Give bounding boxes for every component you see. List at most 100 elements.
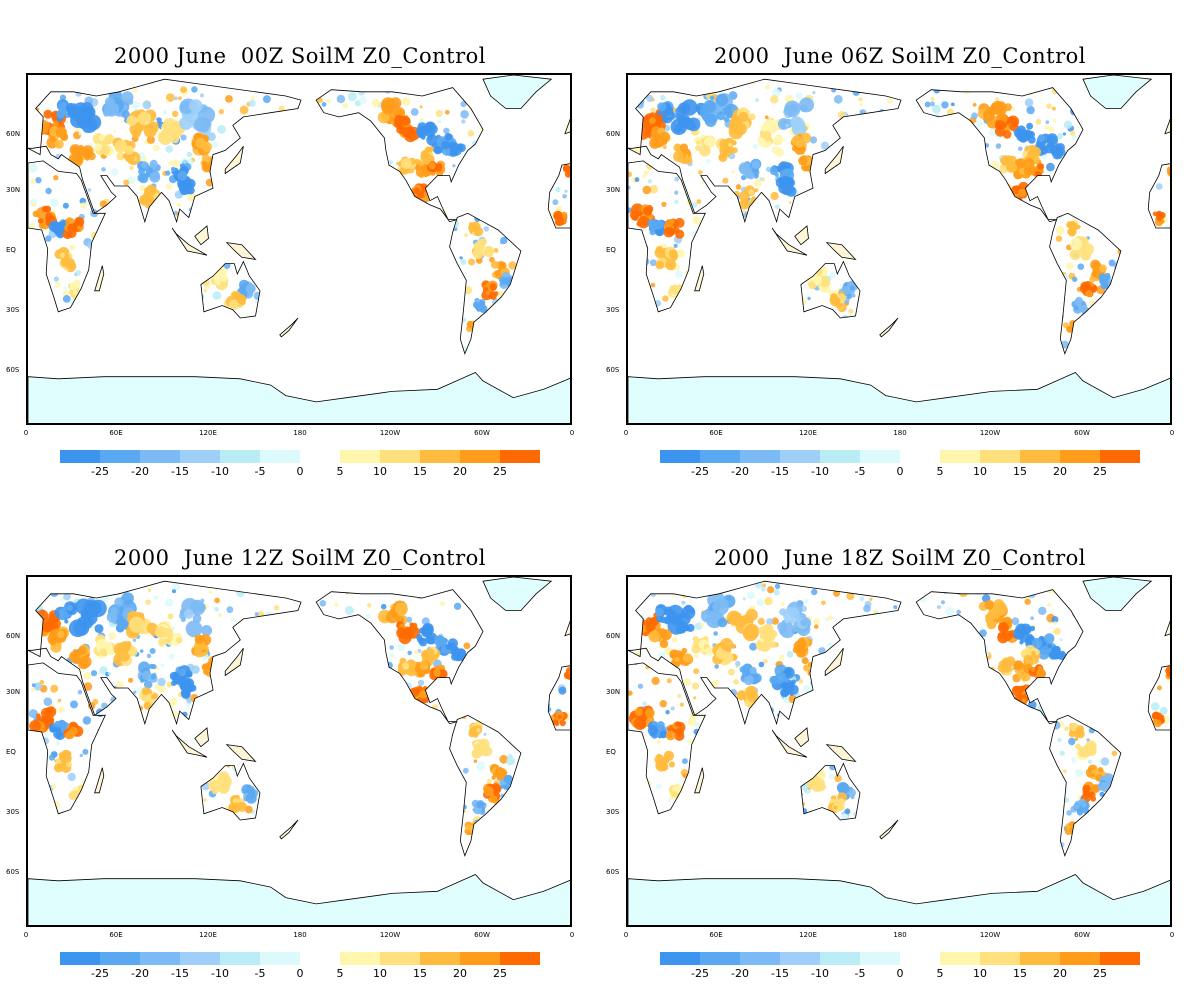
- latitude-label: 30S: [6, 808, 19, 816]
- island-coastline: [280, 820, 298, 839]
- colorbar-swatch-positive: [500, 952, 540, 965]
- island-coastline: [1165, 117, 1172, 134]
- colorbar-swatch-positive: [1020, 450, 1060, 463]
- colorbar-swatch-negative: [660, 952, 700, 965]
- colorbar-label-positive: 20: [453, 967, 467, 980]
- longitude-label: 120W: [980, 429, 1000, 437]
- island-coastline: [827, 243, 856, 260]
- colorbar-label-negative: -5: [855, 465, 866, 478]
- longitude-label: 60E: [709, 931, 722, 939]
- colorbar-label-negative: -25: [691, 967, 709, 980]
- longitude-label: 0: [624, 429, 628, 437]
- colorbar-label-negative: 0: [897, 465, 904, 478]
- colorbar-swatch-positive: [340, 952, 380, 965]
- colorbar-swatch-positive: [340, 450, 380, 463]
- colorbar-label-negative: -20: [131, 967, 149, 980]
- colorbar-label-positive: 5: [337, 967, 344, 980]
- colorbar-label-negative: -15: [771, 967, 789, 980]
- longitude-label: 120E: [199, 931, 217, 939]
- latitude-label: 30S: [6, 306, 19, 314]
- longitude-label: 60W: [474, 429, 490, 437]
- longitude-label: 120E: [199, 429, 217, 437]
- colorbar-label-negative: -5: [855, 967, 866, 980]
- colorbar-swatch-positive: [460, 952, 500, 965]
- longitude-label: 180: [293, 429, 306, 437]
- colorbar-label-negative: -15: [171, 465, 189, 478]
- colorbar-swatch-negative: [140, 952, 180, 965]
- colorbar-label-positive: 20: [453, 465, 467, 478]
- latitude-label: EQ: [606, 246, 616, 254]
- colorbar-swatch-negative: [860, 952, 900, 965]
- longitude-label: 120W: [980, 931, 1000, 939]
- greenland-ice: [1083, 577, 1151, 611]
- panel-title: 2000 June 06Z SoilM Z0_Control: [600, 44, 1200, 74]
- longitude-label: 180: [893, 429, 906, 437]
- colorbar-swatch-negative: [820, 450, 860, 463]
- colorbar-swatch-negative: [740, 450, 780, 463]
- latitude-label: 60N: [606, 632, 620, 640]
- colorbar-swatch-positive: [460, 450, 500, 463]
- longitude-label: 120E: [799, 429, 817, 437]
- longitude-label: 120W: [380, 429, 400, 437]
- colorbar-swatch-positive: [940, 952, 980, 965]
- colorbar-label-positive: 10: [373, 465, 387, 478]
- island-coastline: [1165, 619, 1172, 636]
- colorbar-label-positive: 25: [493, 465, 507, 478]
- soil-moisture-field: [628, 577, 1172, 927]
- longitude-label: 0: [570, 429, 574, 437]
- island-coastline: [827, 745, 856, 762]
- colorbar-swatch-positive: [1060, 450, 1100, 463]
- map-area: [26, 73, 572, 425]
- colorbar-swatch-positive: [380, 952, 420, 965]
- colorbar-swatch-positive: [1020, 952, 1060, 965]
- panel-title: 2000 June 12Z SoilM Z0_Control: [0, 546, 600, 576]
- colorbar-swatch-negative: [700, 952, 740, 965]
- colorbar-label-positive: 5: [337, 465, 344, 478]
- longitude-label: 180: [293, 931, 306, 939]
- island-coastline: [225, 146, 243, 173]
- antarctica-ice: [628, 875, 1172, 928]
- colorbar-swatch-negative: [140, 450, 180, 463]
- latitude-label: 60S: [606, 366, 619, 374]
- colorbar-label-negative: -20: [731, 967, 749, 980]
- colorbar-label-positive: 20: [1053, 967, 1067, 980]
- island-coastline: [880, 820, 898, 839]
- island-coastline: [195, 226, 209, 245]
- colorbar-label-positive: 10: [973, 967, 987, 980]
- longitude-label: 60E: [709, 429, 722, 437]
- colorbar-swatch-negative: [780, 450, 820, 463]
- map-area: [626, 73, 1172, 425]
- island-coastline: [880, 318, 898, 337]
- colorbar-label-positive: 15: [413, 967, 427, 980]
- colorbar-swatch-negative: [660, 450, 700, 463]
- colorbar-swatch-negative: [260, 450, 300, 463]
- latitude-label: 60N: [606, 130, 620, 138]
- colorbar-swatch-negative: [180, 450, 220, 463]
- soil-moisture-field: [28, 577, 572, 927]
- longitude-label: 120E: [799, 931, 817, 939]
- island-coastline: [825, 648, 843, 675]
- colorbar-label-negative: -25: [91, 967, 109, 980]
- island-coastline: [825, 146, 843, 173]
- colorbar-swatch-positive: [500, 450, 540, 463]
- island-coastline: [695, 768, 704, 793]
- colorbar-label-positive: 10: [973, 465, 987, 478]
- soil-moisture-field: [628, 75, 1172, 425]
- greenland-ice: [1083, 75, 1151, 109]
- island-coastline: [795, 226, 809, 245]
- colorbar-swatch-negative: [60, 952, 100, 965]
- world-map: [28, 75, 572, 425]
- island-coastline: [225, 648, 243, 675]
- colorbar-swatch-positive: [1060, 952, 1100, 965]
- latitude-label: 60S: [606, 868, 619, 876]
- colorbar-swatch-positive: [380, 450, 420, 463]
- colorbar-swatch-negative: [820, 952, 860, 965]
- colorbar-label-negative: -5: [255, 967, 266, 980]
- latitude-label: 60N: [6, 632, 20, 640]
- island-coastline: [695, 266, 704, 291]
- map-area: [626, 575, 1172, 927]
- colorbar-swatch-negative: [700, 450, 740, 463]
